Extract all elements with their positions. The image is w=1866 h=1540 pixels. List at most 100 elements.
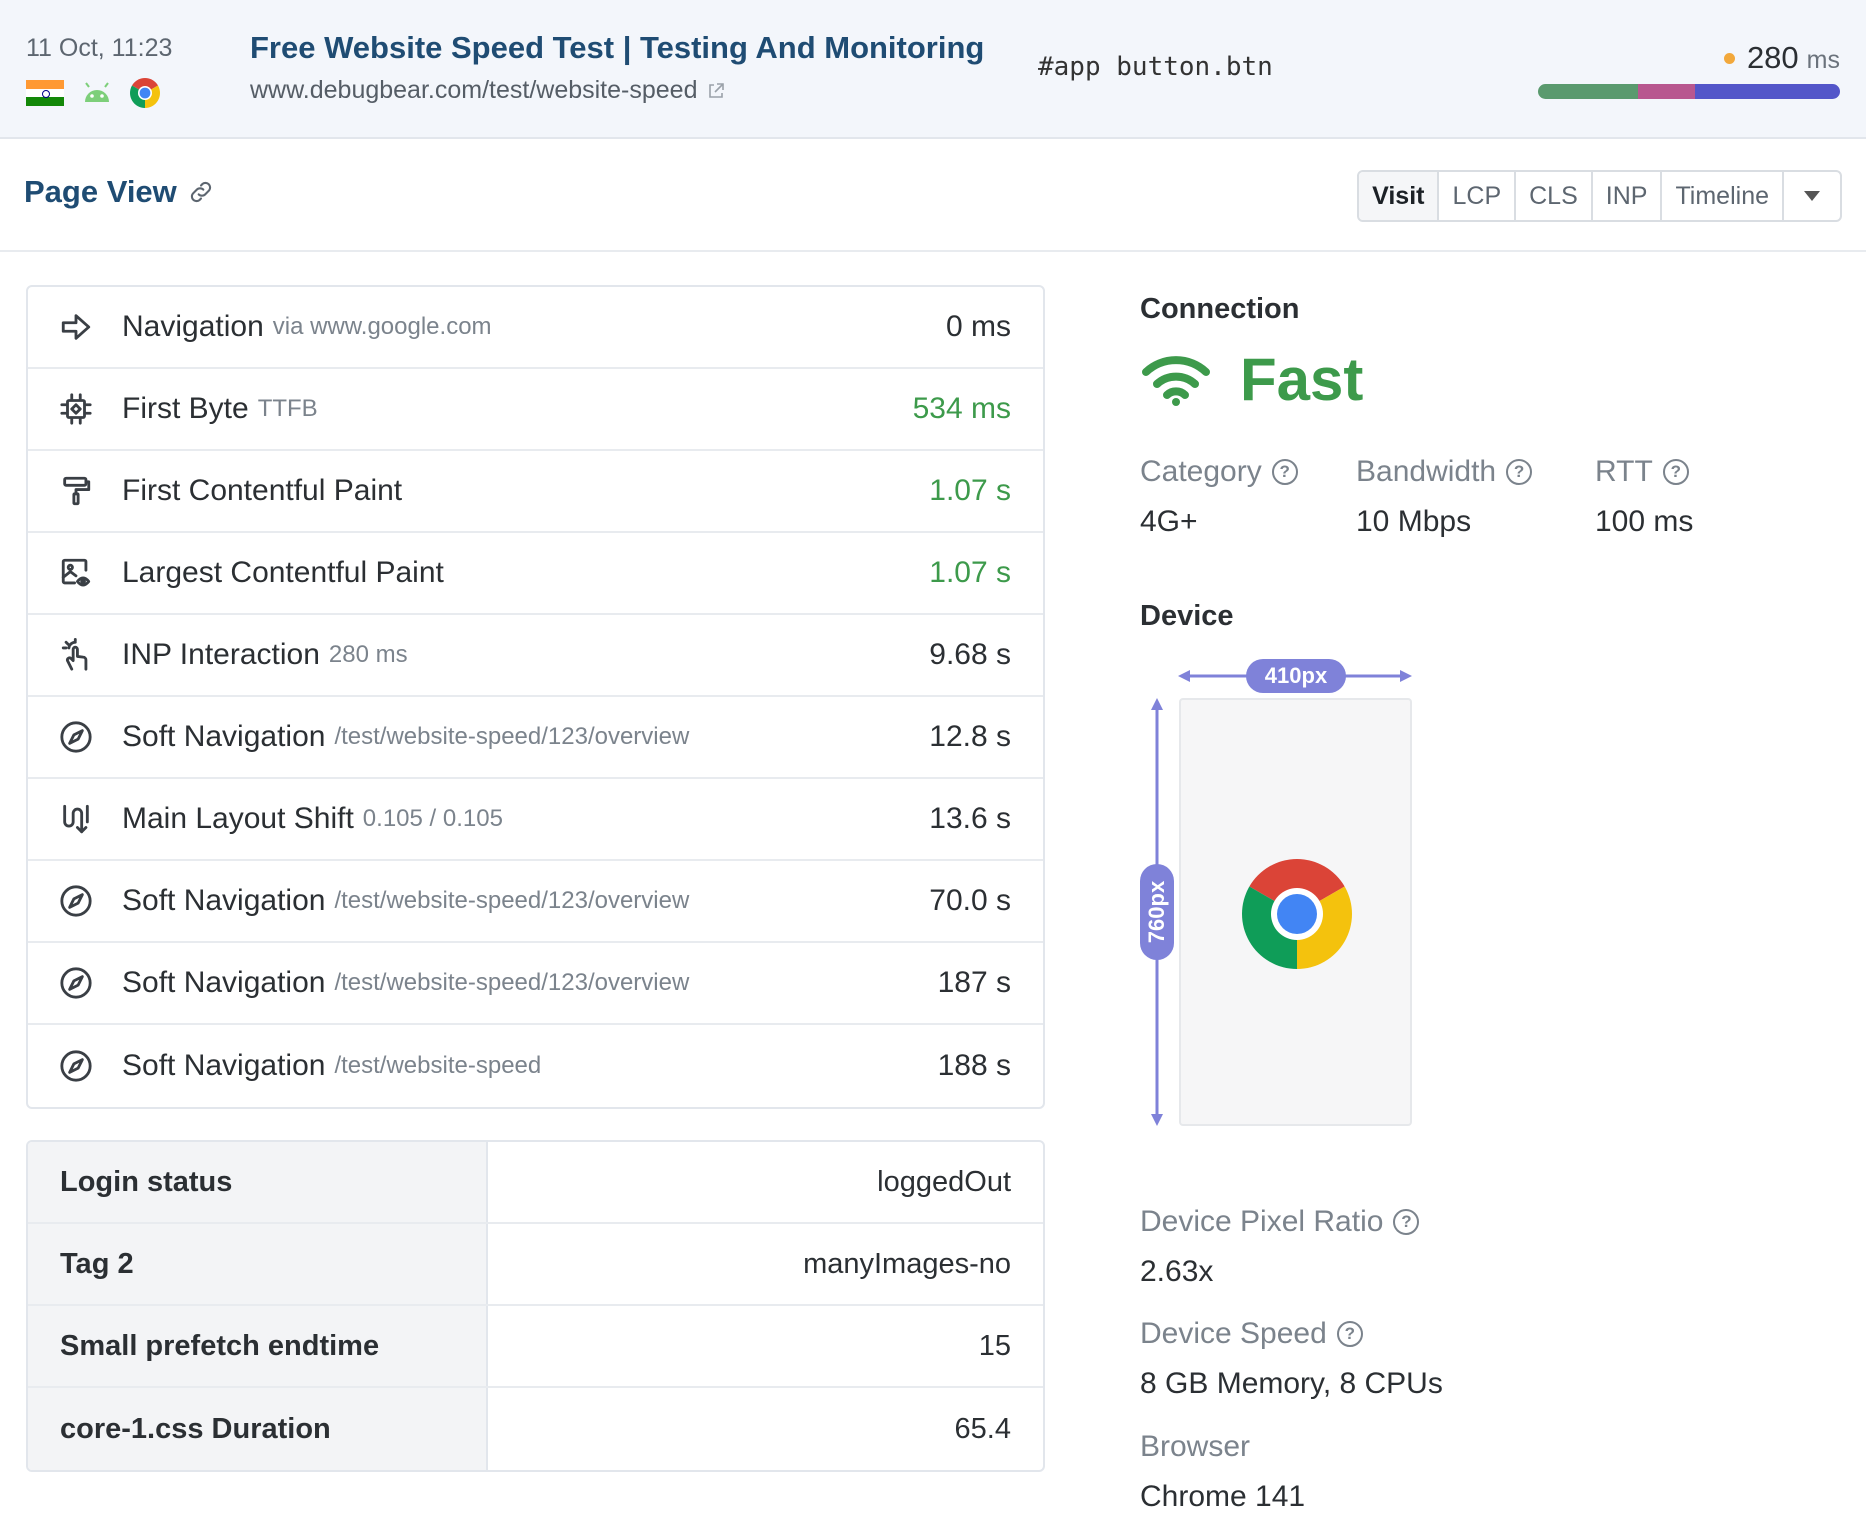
- browser-value: Chrome 141: [1140, 1480, 1306, 1513]
- event-row[interactable]: First Contentful Paint 1.07 s: [28, 451, 1043, 533]
- tab-visit[interactable]: Visit: [1359, 172, 1440, 220]
- event-row[interactable]: Soft Navigation/test/website-speed/123/o…: [28, 697, 1043, 779]
- event-time: 187 s: [937, 966, 1011, 999]
- tabs-dropdown-button[interactable]: [1784, 172, 1840, 220]
- device-speed-value: 8 GB Memory, 8 CPUs: [1140, 1367, 1443, 1400]
- category-label: Category ?: [1140, 455, 1298, 489]
- bandwidth-value: 10 Mbps: [1356, 505, 1472, 538]
- tag-key: core-1.css Duration: [28, 1388, 488, 1470]
- event-label: Soft Navigation: [122, 1049, 326, 1082]
- event-row[interactable]: First Byte TTFB 534 ms: [28, 369, 1043, 451]
- tag-value: 15: [978, 1329, 1011, 1362]
- inp-metric: 280 ms: [1723, 40, 1840, 76]
- dpr-label: Device Pixel Ratio ?: [1140, 1205, 1420, 1239]
- tag-value: manyImages-no: [803, 1247, 1011, 1280]
- event-row[interactable]: Largest Contentful Paint 1.07 s: [28, 533, 1043, 615]
- chrome-logo-icon: [1242, 859, 1352, 969]
- device-height-label: 760px: [1144, 880, 1170, 944]
- event-row[interactable]: Soft Navigation/test/website-speed/123/o…: [28, 943, 1043, 1025]
- chip-icon: [58, 391, 94, 427]
- compass-icon: [58, 883, 94, 919]
- event-detail: /test/website-speed/123/overview: [334, 887, 690, 914]
- event-row[interactable]: Soft Navigation/test/website-speed 188 s: [28, 1025, 1043, 1107]
- tab-timeline[interactable]: Timeline: [1662, 172, 1784, 220]
- browser-label-text: Browser: [1140, 1430, 1251, 1463]
- event-label: First Contentful Paint: [122, 474, 403, 507]
- event-detail: /test/website-speed: [334, 1052, 542, 1079]
- help-icon[interactable]: ?: [1662, 459, 1689, 485]
- help-icon[interactable]: ?: [1506, 459, 1533, 485]
- rtt-value: 100 ms: [1595, 505, 1694, 538]
- rtt-label: RTT ?: [1595, 455, 1689, 489]
- help-icon[interactable]: ?: [1271, 459, 1298, 485]
- test-date: 11 Oct, 11:23: [26, 34, 173, 62]
- event-row[interactable]: Main Layout Shift 0.105 / 0.105 13.6 s: [28, 779, 1043, 861]
- help-icon[interactable]: ?: [1393, 1209, 1420, 1235]
- event-detail: 0.105 / 0.105: [362, 805, 503, 832]
- page-title-link[interactable]: Free Website Speed Test | Testing And Mo…: [250, 30, 985, 65]
- inp-breakdown-segment: [1538, 84, 1638, 99]
- event-detail: /test/website-speed/123/overview: [334, 969, 690, 996]
- device-viewport-preview: [1179, 698, 1412, 1126]
- layout-shift-icon: [58, 801, 94, 837]
- tab-inp[interactable]: INP: [1593, 172, 1663, 220]
- tag-value: loggedOut: [877, 1165, 1011, 1198]
- event-row[interactable]: Soft Navigation/test/website-speed/123/o…: [28, 861, 1043, 943]
- wifi-icon: [1142, 355, 1210, 406]
- event-time: 1.07 s: [929, 556, 1011, 589]
- link-icon[interactable]: [187, 178, 215, 206]
- event-row[interactable]: INP Interaction 280 ms 9.68 s: [28, 615, 1043, 697]
- android-icon: [85, 82, 109, 102]
- page-url-text[interactable]: www.debugbear.com/test/website-speed: [250, 76, 698, 104]
- page-events-list: Navigation via www.google.com 0 ms First By…: [26, 285, 1045, 1109]
- external-link-icon[interactable]: [707, 82, 725, 100]
- device-title: Device: [1140, 600, 1234, 632]
- tab-cls[interactable]: CLS: [1516, 172, 1593, 220]
- help-icon[interactable]: ?: [1336, 1321, 1363, 1347]
- event-label: Soft Navigation: [122, 720, 326, 753]
- compass-icon: [58, 719, 94, 755]
- tab-lcp[interactable]: LCP: [1439, 172, 1517, 220]
- event-time: 12.8 s: [929, 720, 1011, 753]
- chevron-down-icon: [1804, 191, 1820, 201]
- page-header: 11 Oct, 11:23 Free Website Speed Test | …: [0, 0, 1866, 139]
- bandwidth-label-text: Bandwidth: [1356, 455, 1497, 488]
- connection-speed: Fast: [1140, 345, 1363, 414]
- device-speed-label-text: Device Speed: [1140, 1317, 1327, 1350]
- tag-key: Small prefetch endtime: [28, 1306, 488, 1386]
- event-label: Soft Navigation: [122, 966, 326, 999]
- compass-icon: [58, 1048, 94, 1084]
- metric-value: 280: [1746, 40, 1799, 75]
- navigation-arrow-icon: [58, 309, 94, 345]
- connection-title: Connection: [1140, 293, 1300, 325]
- device-width-label: 410px: [1246, 659, 1346, 693]
- custom-tags-table: Login status loggedOut Tag 2 manyImages-no S…: [26, 1140, 1045, 1472]
- dpr-label-text: Device Pixel Ratio: [1140, 1205, 1384, 1238]
- dpr-value: 2.63x: [1140, 1255, 1214, 1288]
- page-view-title: Page View: [24, 174, 177, 209]
- metric-status-dot: [1723, 52, 1735, 64]
- page-url[interactable]: www.debugbear.com/test/website-speed: [250, 76, 725, 105]
- rtt-label-text: RTT: [1595, 455, 1653, 488]
- browser-label: Browser: [1140, 1430, 1250, 1464]
- page-view-heading: Page View: [24, 174, 215, 210]
- tag-row: Login status loggedOut: [28, 1142, 1043, 1224]
- tag-value: 65.4: [954, 1412, 1011, 1445]
- event-row[interactable]: Navigation via www.google.com 0 ms: [28, 287, 1043, 369]
- interaction-selector: #app button.btn: [1038, 52, 1273, 82]
- bandwidth-label: Bandwidth ?: [1356, 455, 1533, 489]
- compass-icon: [58, 965, 94, 1001]
- inp-breakdown-segment: [1695, 84, 1840, 99]
- image-eye-icon: [58, 555, 94, 591]
- event-time: 13.6 s: [929, 802, 1011, 835]
- event-time: 188 s: [937, 1049, 1011, 1082]
- inp-breakdown-segment: [1637, 84, 1696, 99]
- event-time: 1.07 s: [929, 474, 1011, 507]
- inp-breakdown-bar: [1538, 84, 1840, 99]
- event-detail: via www.google.com: [272, 313, 492, 340]
- event-time: 0 ms: [945, 310, 1011, 343]
- event-detail: /test/website-speed/123/overview: [334, 723, 690, 750]
- event-label: INP Interaction: [122, 638, 320, 671]
- connection-speed-label: Fast: [1240, 346, 1364, 413]
- category-label-text: Category: [1140, 455, 1262, 488]
